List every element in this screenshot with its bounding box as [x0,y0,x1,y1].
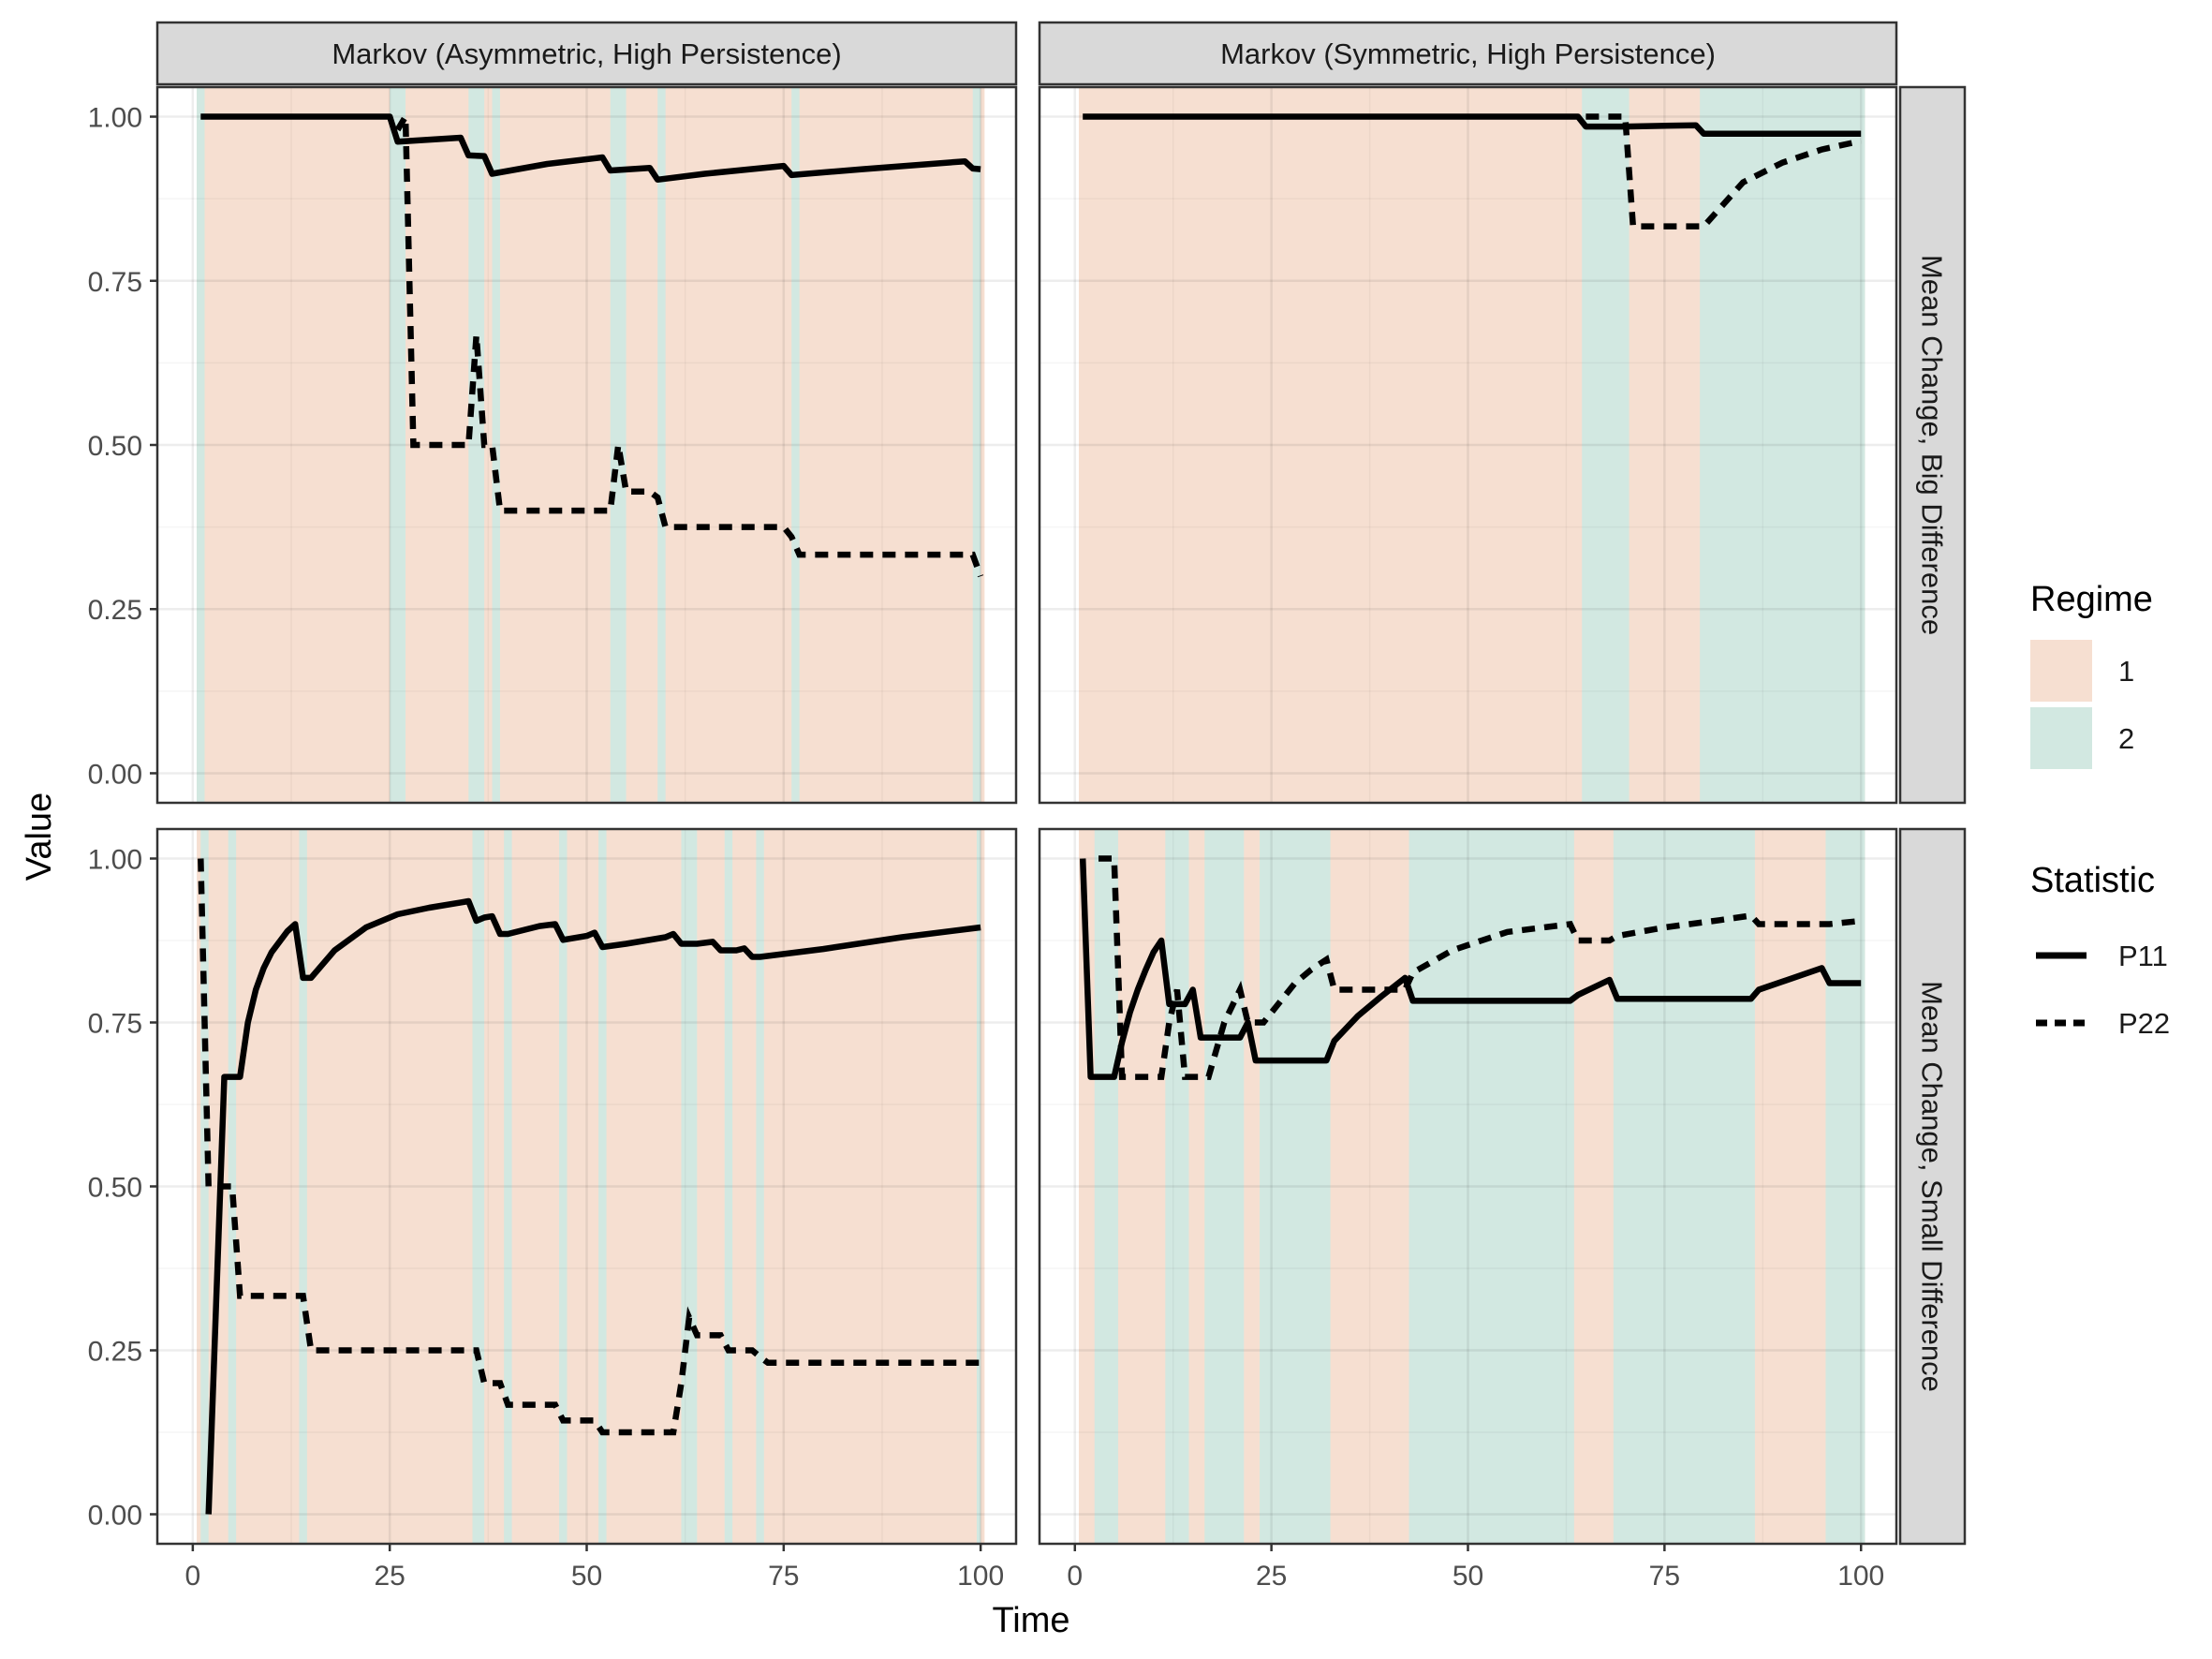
regime-2-band [200,829,209,1544]
regime-1-band [197,829,985,1544]
panels-layer [155,85,1898,1546]
facet-panel [155,827,1018,1546]
regime-2-band [228,829,237,1544]
regime-legend-label: 1 [2118,655,2134,688]
y-tick-label: 0.25 [88,595,142,626]
axes-layer: 0.00 0.25 0.50 0.75 1.00 0.00 0.25 0.50 0.75 1.00… [88,103,1885,1592]
regime-2-band [1408,829,1574,1544]
regime-2-band [299,829,307,1544]
x-tick-label: 50 [571,1561,602,1592]
x-tick-label: 75 [768,1561,799,1592]
x-tick-label: 100 [957,1561,1004,1592]
regime-2-band [1094,829,1118,1544]
x-tick-label: 50 [1453,1561,1483,1592]
series-line-p22 [1585,113,1862,230]
column-strip-label: Markov (Symmetric, High Persistence) [1220,37,1716,70]
regime-2-band [1165,829,1189,1544]
x-axis-title: Time [992,1601,1069,1640]
regime-legend-key [2030,640,2092,702]
regime-legend-label: 2 [2118,722,2134,755]
regime-2-band [1825,829,1865,1544]
y-tick-label: 0.25 [88,1337,142,1368]
y-tick-label: 0.50 [88,1173,142,1204]
series-line-p22 [1099,855,1862,1080]
regime-2-band [472,829,485,1544]
y-tick-label: 0.50 [88,431,142,462]
regime-2-band [1700,87,1865,803]
y-tick-label: 0.00 [88,759,142,790]
regime-legend-key [2030,707,2092,769]
y-tick-label: 1.00 [88,845,142,876]
regime-2-band [1582,87,1630,803]
regime-2-band [390,87,406,803]
regime-2-band [791,87,800,803]
regime-1-band [197,87,985,803]
regime-2-band [492,87,500,803]
x-tick-label: 25 [374,1561,405,1592]
regime-2-band [1260,829,1331,1544]
x-tick-label: 25 [1256,1561,1287,1592]
y-tick-label: 0.75 [88,1009,142,1040]
x-tick-label: 75 [1649,1561,1680,1592]
legend: Regime Statistic 1 2 P11 P22 [2030,580,2170,1040]
column-strip [1038,21,1898,86]
facet-strips: Markov (Asymmetric, High Persistence) Mar… [155,21,1967,1546]
series-line-p11 [1079,858,1862,1080]
y-axis-title: Value [20,792,59,881]
row-strip [1898,827,1967,1546]
x-tick-label: 0 [1067,1561,1083,1592]
series-line-p22 [198,858,981,1436]
series-line-p22 [394,106,984,578]
series-line-p11 [200,113,981,184]
y-tick-label: 0.00 [88,1501,142,1532]
regime-2-band [598,829,607,1544]
facet-panel [155,85,1018,805]
x-tick-label: 0 [185,1561,201,1592]
regime-2-band [197,87,205,803]
statistic-legend-label: P11 [2118,940,2168,972]
row-strip-label: Mean Change, Big Difference [1916,255,1949,635]
regime-2-band [972,87,981,803]
regime-2-band [756,829,764,1544]
x-tick-label: 100 [1837,1561,1884,1592]
regime-legend-title: Regime [2030,580,2153,619]
y-tick-label: 1.00 [88,103,142,134]
regime-2-band [504,829,512,1544]
regime-2-band [1204,829,1245,1544]
regime-2-band [468,87,485,803]
regime-2-band [610,87,627,803]
regime-2-band [1613,829,1755,1544]
regime-2-band [724,829,733,1544]
series-line-p11 [205,897,981,1515]
facet-panel [1038,85,1898,805]
row-strip-label: Mean Change, Small Difference [1916,981,1949,1392]
regime-2-band [976,829,981,1544]
panel-border [1038,85,1898,805]
regime-2-band [559,829,568,1544]
regime-2-band [657,87,666,803]
column-strip-label: Markov (Asymmetric, High Persistence) [332,37,841,70]
facet-panel [1038,827,1898,1546]
y-tick-label: 0.75 [88,267,142,298]
statistic-legend-label: P22 [2118,1007,2170,1040]
statistic-legend-title: Statistic [2030,861,2155,900]
row-strip [1898,85,1967,805]
column-strip [155,21,1018,86]
